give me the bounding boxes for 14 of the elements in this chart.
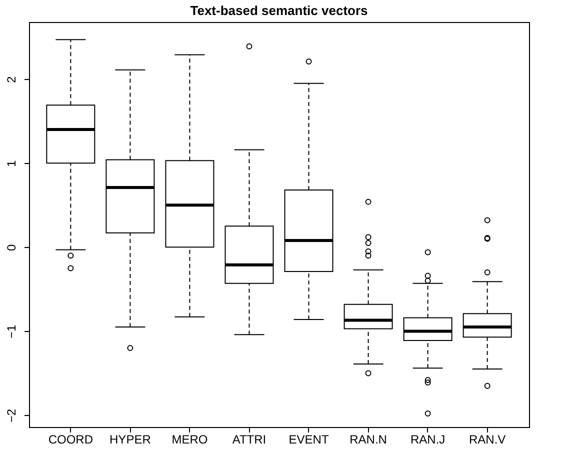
x-tick-label: RAN.J	[410, 432, 446, 446]
y-tick-label: 2	[4, 76, 18, 83]
x-tick-label: ATTRI	[232, 432, 266, 446]
x-tick-label: RAN.V	[468, 432, 506, 446]
x-tick-label: MERO	[172, 432, 208, 446]
y-tick-label: −1	[4, 324, 18, 339]
y-tick-label: 0	[4, 244, 18, 252]
chart-title: Text-based semantic vectors	[190, 3, 368, 18]
y-tick-label: −2	[4, 408, 18, 423]
y-tick-label: 1	[4, 160, 18, 168]
x-tick-label: COORD	[48, 432, 94, 446]
x-tick-label: RAN.N	[350, 432, 387, 446]
x-tick-label: EVENT	[288, 432, 330, 446]
x-tick-label: HYPER	[110, 432, 152, 446]
